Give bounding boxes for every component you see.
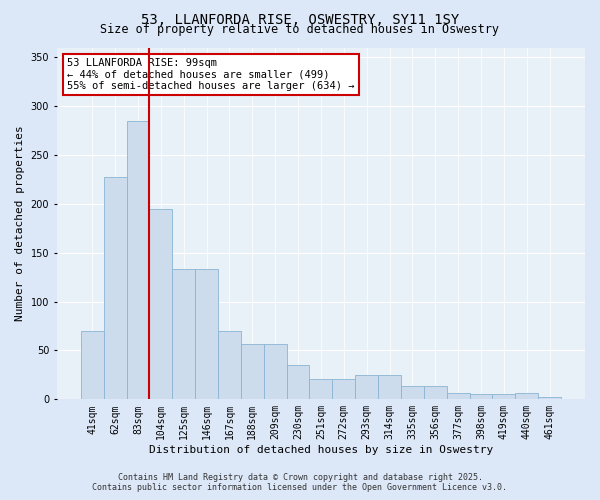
- Bar: [149, 209, 172, 400]
- Bar: [172, 270, 195, 400]
- Bar: [195, 270, 218, 400]
- Bar: [515, 394, 538, 400]
- Bar: [424, 386, 446, 400]
- Bar: [241, 344, 264, 400]
- Text: 53 LLANFORDA RISE: 99sqm
← 44% of detached houses are smaller (499)
55% of semi-: 53 LLANFORDA RISE: 99sqm ← 44% of detach…: [67, 58, 355, 92]
- Bar: [104, 176, 127, 400]
- Bar: [287, 365, 310, 400]
- Bar: [218, 331, 241, 400]
- Bar: [470, 394, 493, 400]
- Bar: [538, 398, 561, 400]
- X-axis label: Distribution of detached houses by size in Oswestry: Distribution of detached houses by size …: [149, 445, 493, 455]
- Text: Contains HM Land Registry data © Crown copyright and database right 2025.
Contai: Contains HM Land Registry data © Crown c…: [92, 473, 508, 492]
- Bar: [446, 394, 470, 400]
- Bar: [493, 394, 515, 400]
- Bar: [378, 375, 401, 400]
- Bar: [81, 331, 104, 400]
- Y-axis label: Number of detached properties: Number of detached properties: [15, 126, 25, 322]
- Bar: [355, 375, 378, 400]
- Bar: [127, 121, 149, 400]
- Bar: [332, 379, 355, 400]
- Bar: [401, 386, 424, 400]
- Text: 53, LLANFORDA RISE, OSWESTRY, SY11 1SY: 53, LLANFORDA RISE, OSWESTRY, SY11 1SY: [141, 12, 459, 26]
- Bar: [264, 344, 287, 400]
- Bar: [310, 379, 332, 400]
- Text: Size of property relative to detached houses in Oswestry: Size of property relative to detached ho…: [101, 22, 499, 36]
